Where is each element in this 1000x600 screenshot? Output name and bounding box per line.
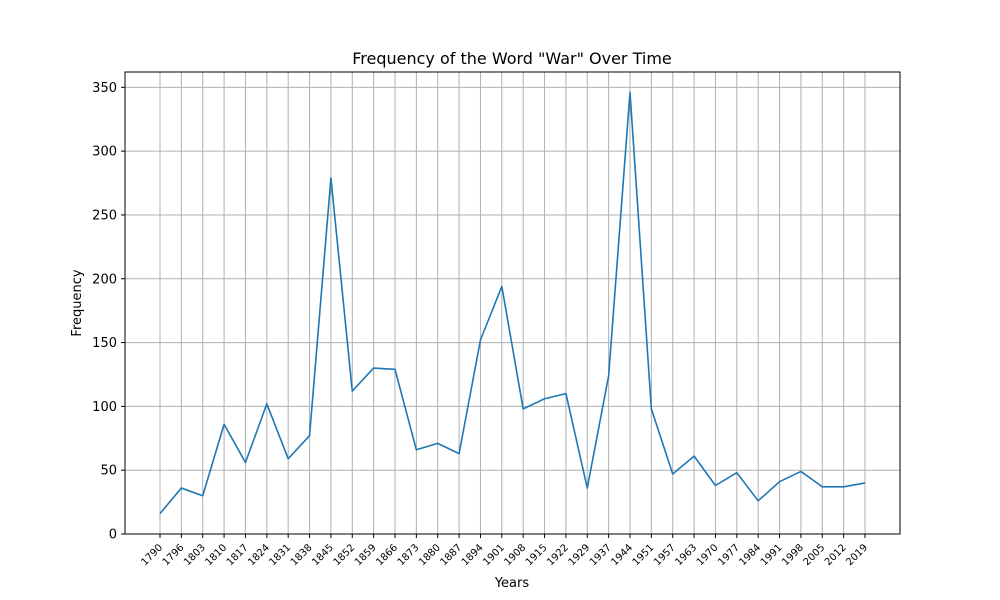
x-tick-label: 1831 [268,542,294,568]
x-tick-label: 1894 [460,542,486,568]
x-tick-label: 1803 [182,542,208,568]
y-tick-label: 250 [92,208,117,223]
x-tick-label: 2005 [802,542,828,568]
x-tick-label: 1880 [417,542,443,568]
x-tick-label: 1937 [588,542,614,568]
y-tick-label: 50 [100,464,117,479]
x-tick-label: 2019 [844,542,870,568]
x-tick-label: 1852 [332,542,358,568]
x-tick-label: 1810 [203,542,229,568]
x-tick-label: 1984 [738,542,764,568]
x-tick-label: 1790 [139,542,165,568]
y-tick-label: 0 [109,528,117,543]
x-tick-label: 1859 [353,542,379,568]
x-tick-label: 1887 [438,542,464,568]
x-tick-label: 1915 [524,542,550,568]
y-tick-label: 100 [92,400,117,415]
x-axis-ticks: 1790179618031810181718241831183818451852… [139,534,870,568]
y-tick-label: 200 [92,272,117,287]
y-axis-label: Frequency [70,269,85,336]
x-tick-label: 2012 [823,542,849,568]
x-tick-label: 1970 [695,542,721,568]
series-layer [159,91,866,515]
x-tick-label: 1901 [481,542,507,568]
x-tick-label: 1873 [396,542,422,568]
x-tick-label: 1796 [161,542,187,568]
y-tick-label: 150 [92,336,117,351]
x-tick-label: 1845 [310,542,336,568]
x-tick-label: 1998 [780,542,806,568]
grid-lines [125,72,900,535]
x-tick-label: 1824 [246,542,272,568]
x-tick-label: 1951 [631,542,657,568]
x-tick-label: 1929 [567,542,593,568]
y-tick-label: 350 [92,81,117,96]
x-tick-label: 1991 [759,542,785,568]
x-tick-label: 1963 [673,542,699,568]
series-line [159,91,866,515]
x-tick-label: 1817 [225,542,251,568]
chart-title: Frequency of the Word "War" Over Time [352,49,672,68]
plot-frame [124,71,901,535]
x-tick-label: 1944 [609,542,635,568]
x-tick-label: 1908 [503,542,529,568]
y-axis-ticks: 0 50 100 150 200 250 300 350 [92,81,125,543]
y-tick-label: 300 [92,145,117,160]
x-tick-label: 1957 [652,542,678,568]
x-tick-label: 1922 [545,542,571,568]
x-tick-label: 1866 [374,542,400,568]
x-axis-label: Years [494,576,530,591]
x-tick-label: 1838 [289,542,315,568]
x-tick-label: 1977 [716,542,742,568]
